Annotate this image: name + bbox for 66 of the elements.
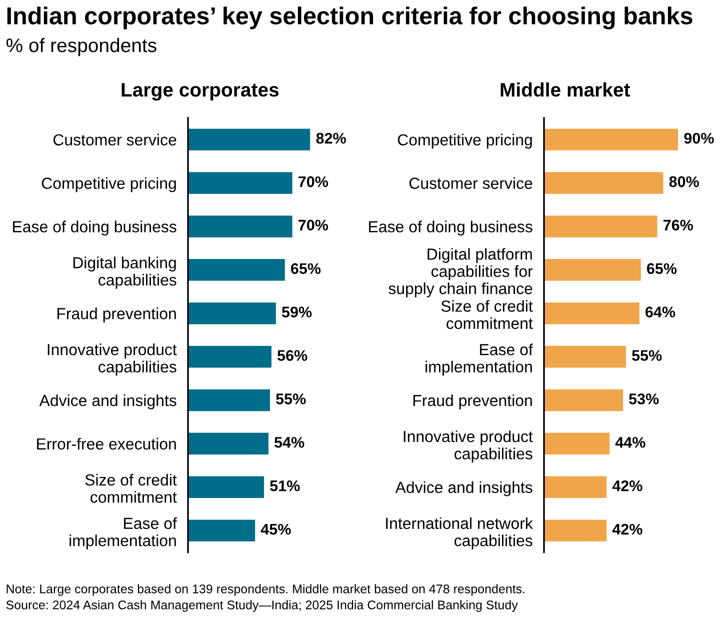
bar xyxy=(188,302,276,324)
data-label: 59% xyxy=(282,306,312,318)
y-tick-label: Ease of doing business xyxy=(13,220,176,236)
y-tick-label: Digital banking capabilities xyxy=(73,256,176,289)
y-tick-label: Ease of implementation xyxy=(426,344,533,376)
y-tick-label: Innovative product capabilities xyxy=(48,344,177,376)
text: % of respondents xyxy=(6,38,156,56)
bar xyxy=(188,259,285,281)
bar xyxy=(188,172,292,194)
y-tick-label: Size of credit commitment xyxy=(441,300,533,330)
text: Note: Large corporates based on 139 respondents. Middle market based on 478 respondents. xyxy=(6,584,524,596)
data-label: 42% xyxy=(612,480,642,492)
y-tick-label: Innovative product capabilities xyxy=(404,430,533,463)
y-tick-label: Customer service xyxy=(409,177,532,189)
data-label: 70% xyxy=(298,220,328,231)
y-tick-label: Fraud prevention xyxy=(413,394,532,410)
data-label: 64% xyxy=(646,306,676,318)
data-label: 90% xyxy=(684,132,714,144)
y-tick-label: Competitive pricing xyxy=(42,177,176,192)
bar xyxy=(544,432,610,455)
bar xyxy=(544,259,641,281)
data-label: 56% xyxy=(277,350,308,361)
y-tick-label: Advice and insights xyxy=(39,394,176,410)
bar xyxy=(188,432,268,455)
data-label: 54% xyxy=(274,436,304,448)
bar xyxy=(544,520,607,542)
bar xyxy=(544,476,607,498)
y-tick-label: Size of credit commitment xyxy=(85,474,177,503)
bar xyxy=(544,302,640,324)
data-label: 53% xyxy=(629,394,659,404)
bar xyxy=(188,128,310,150)
bar xyxy=(544,128,678,150)
bar xyxy=(544,346,626,368)
y-tick-label: Ease of implementation xyxy=(70,517,177,550)
y-tick-label: Ease of doing business xyxy=(369,220,532,236)
data-label: 65% xyxy=(646,263,677,274)
bar xyxy=(544,172,664,194)
y-tick-label: International network capabilities xyxy=(386,517,533,550)
source-note: Source: 2024 Asian Cash Management Study—India; 2025 India Commercial Banking Study xyxy=(6,600,518,612)
chart-title: Large corporates xyxy=(122,83,279,101)
text: Indian corporates’ key selection criteria for choosing banks xyxy=(7,6,692,30)
data-label: 65% xyxy=(290,263,321,274)
y-tick-label: Error-free execution xyxy=(37,438,176,450)
data-label: 80% xyxy=(669,176,699,188)
data-label: 42% xyxy=(612,524,642,535)
bar xyxy=(188,520,256,542)
y-tick-label: Advice and insights xyxy=(395,481,532,496)
bar xyxy=(188,389,270,412)
data-label: 70% xyxy=(298,176,328,188)
y-tick-label: Fraud prevention xyxy=(57,308,176,322)
bar xyxy=(544,389,623,412)
data-label: 51% xyxy=(270,480,300,492)
bar xyxy=(544,216,658,238)
data-label: 44% xyxy=(615,436,646,448)
data-label: 45% xyxy=(260,524,291,535)
data-label: 55% xyxy=(632,350,662,361)
chart-title: Middle market xyxy=(500,82,630,97)
data-label: 76% xyxy=(663,220,693,231)
bar xyxy=(188,346,272,368)
y-tick-label: Digital platform capabilities for supply chain finance xyxy=(388,248,533,298)
data-label: 55% xyxy=(276,394,306,404)
y-tick-label: Competitive pricing xyxy=(398,134,532,149)
bar xyxy=(188,476,264,498)
data-label: 82% xyxy=(316,132,346,144)
bar xyxy=(188,216,292,238)
y-tick-label: Customer service xyxy=(53,134,176,146)
